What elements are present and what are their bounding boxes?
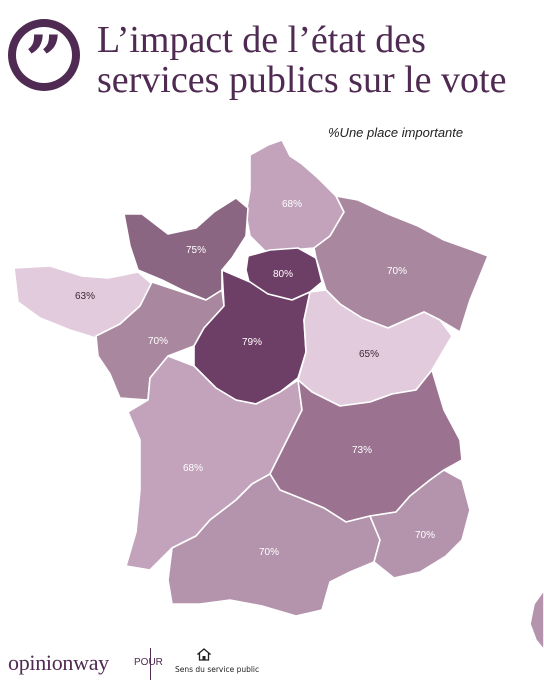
region-label-paca: 70%	[415, 530, 435, 541]
footer: opinionway POUR Sens du service public	[0, 640, 544, 684]
region-label-bourgogne-franche-comte: 65%	[359, 349, 379, 360]
region-hauts-de-france[interactable]	[245, 139, 345, 253]
map-subtitle: %Une place importante	[328, 125, 464, 140]
region-label-grand-est: 70%	[387, 266, 407, 277]
region-label-centre-val-de-loire: 79%	[242, 337, 262, 348]
region-paca[interactable]	[369, 469, 471, 579]
region-corse[interactable]	[529, 589, 544, 651]
region-label-hauts-de-france: 68%	[282, 199, 302, 210]
region-label-occitanie: 70%	[259, 547, 279, 558]
region-label-normandie: 75%	[186, 245, 206, 256]
title-line-1: L’impact de l’état des	[97, 19, 426, 61]
footer-divider	[150, 648, 151, 680]
opinionway-logo: opinionway	[8, 650, 109, 675]
quote-mark-icon: ”	[8, 19, 80, 93]
page-title: L’impact de l’état des services publics …	[97, 20, 537, 100]
region-normandie[interactable]	[123, 197, 249, 301]
title-line-2: services publics sur le vote	[97, 59, 507, 101]
region-label-ile-de-france: 80%	[273, 269, 293, 280]
region-label-auvergne-rhone-alpes: 73%	[352, 445, 372, 456]
house-icon	[197, 648, 211, 661]
region-label-nouvelle-aquitaine: 68%	[183, 463, 203, 474]
pour-label: POUR	[134, 657, 163, 668]
partner-name: Sens du service public	[175, 665, 260, 674]
region-label-pays-de-la-loire: 70%	[148, 336, 168, 347]
region-label-bretagne: 63%	[75, 291, 95, 302]
